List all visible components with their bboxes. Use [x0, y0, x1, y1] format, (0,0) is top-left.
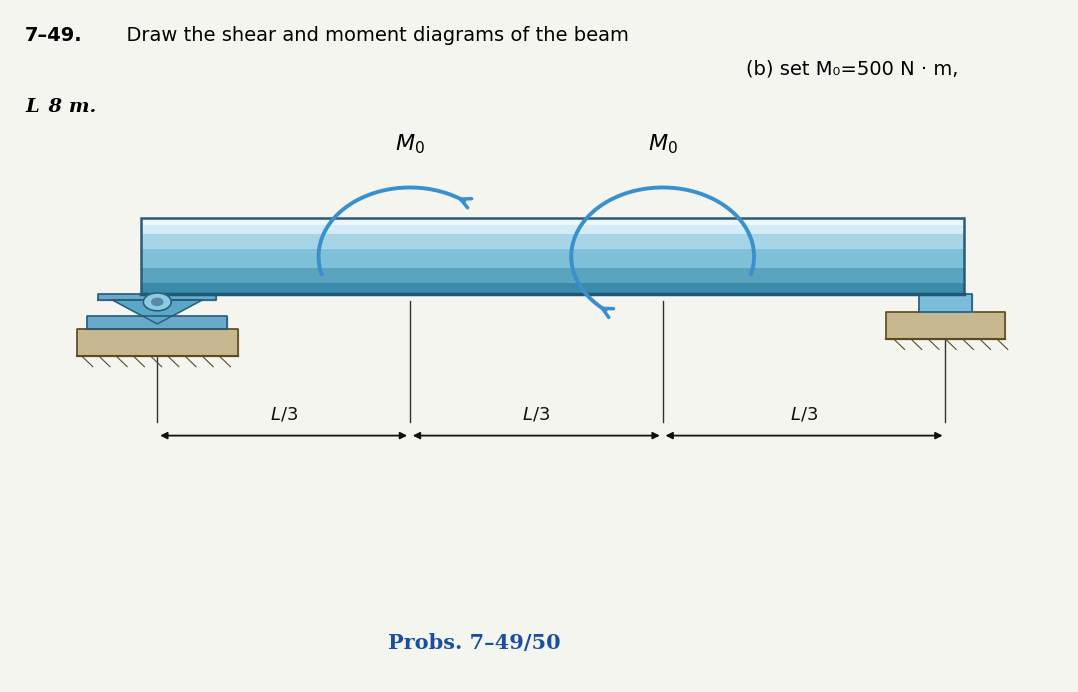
Bar: [141, 234, 964, 249]
Bar: [141, 283, 964, 294]
Text: $M_0$: $M_0$: [395, 133, 425, 156]
Circle shape: [152, 298, 163, 305]
Text: L 8 m.: L 8 m.: [25, 98, 96, 116]
Text: Probs. 7–49/50: Probs. 7–49/50: [388, 632, 561, 653]
Text: $L/3$: $L/3$: [270, 406, 298, 424]
Text: $L/3$: $L/3$: [790, 406, 818, 424]
Bar: [141, 268, 964, 283]
Text: (b) set M₀=500 N · m,: (b) set M₀=500 N · m,: [746, 60, 958, 79]
Polygon shape: [98, 294, 217, 300]
Polygon shape: [918, 294, 972, 311]
Polygon shape: [87, 316, 227, 329]
Polygon shape: [77, 329, 238, 356]
Bar: [141, 249, 964, 268]
Bar: [141, 219, 964, 294]
Text: $L/3$: $L/3$: [522, 406, 551, 424]
Circle shape: [143, 293, 171, 311]
Polygon shape: [886, 311, 1005, 339]
Polygon shape: [112, 300, 203, 320]
Text: $M_0$: $M_0$: [648, 133, 678, 156]
Bar: [141, 219, 964, 225]
Polygon shape: [112, 300, 203, 324]
Bar: [141, 225, 964, 234]
Text: 7–49.: 7–49.: [25, 26, 83, 44]
Text: Draw the shear and moment diagrams of the beam: Draw the shear and moment diagrams of th…: [114, 26, 630, 44]
